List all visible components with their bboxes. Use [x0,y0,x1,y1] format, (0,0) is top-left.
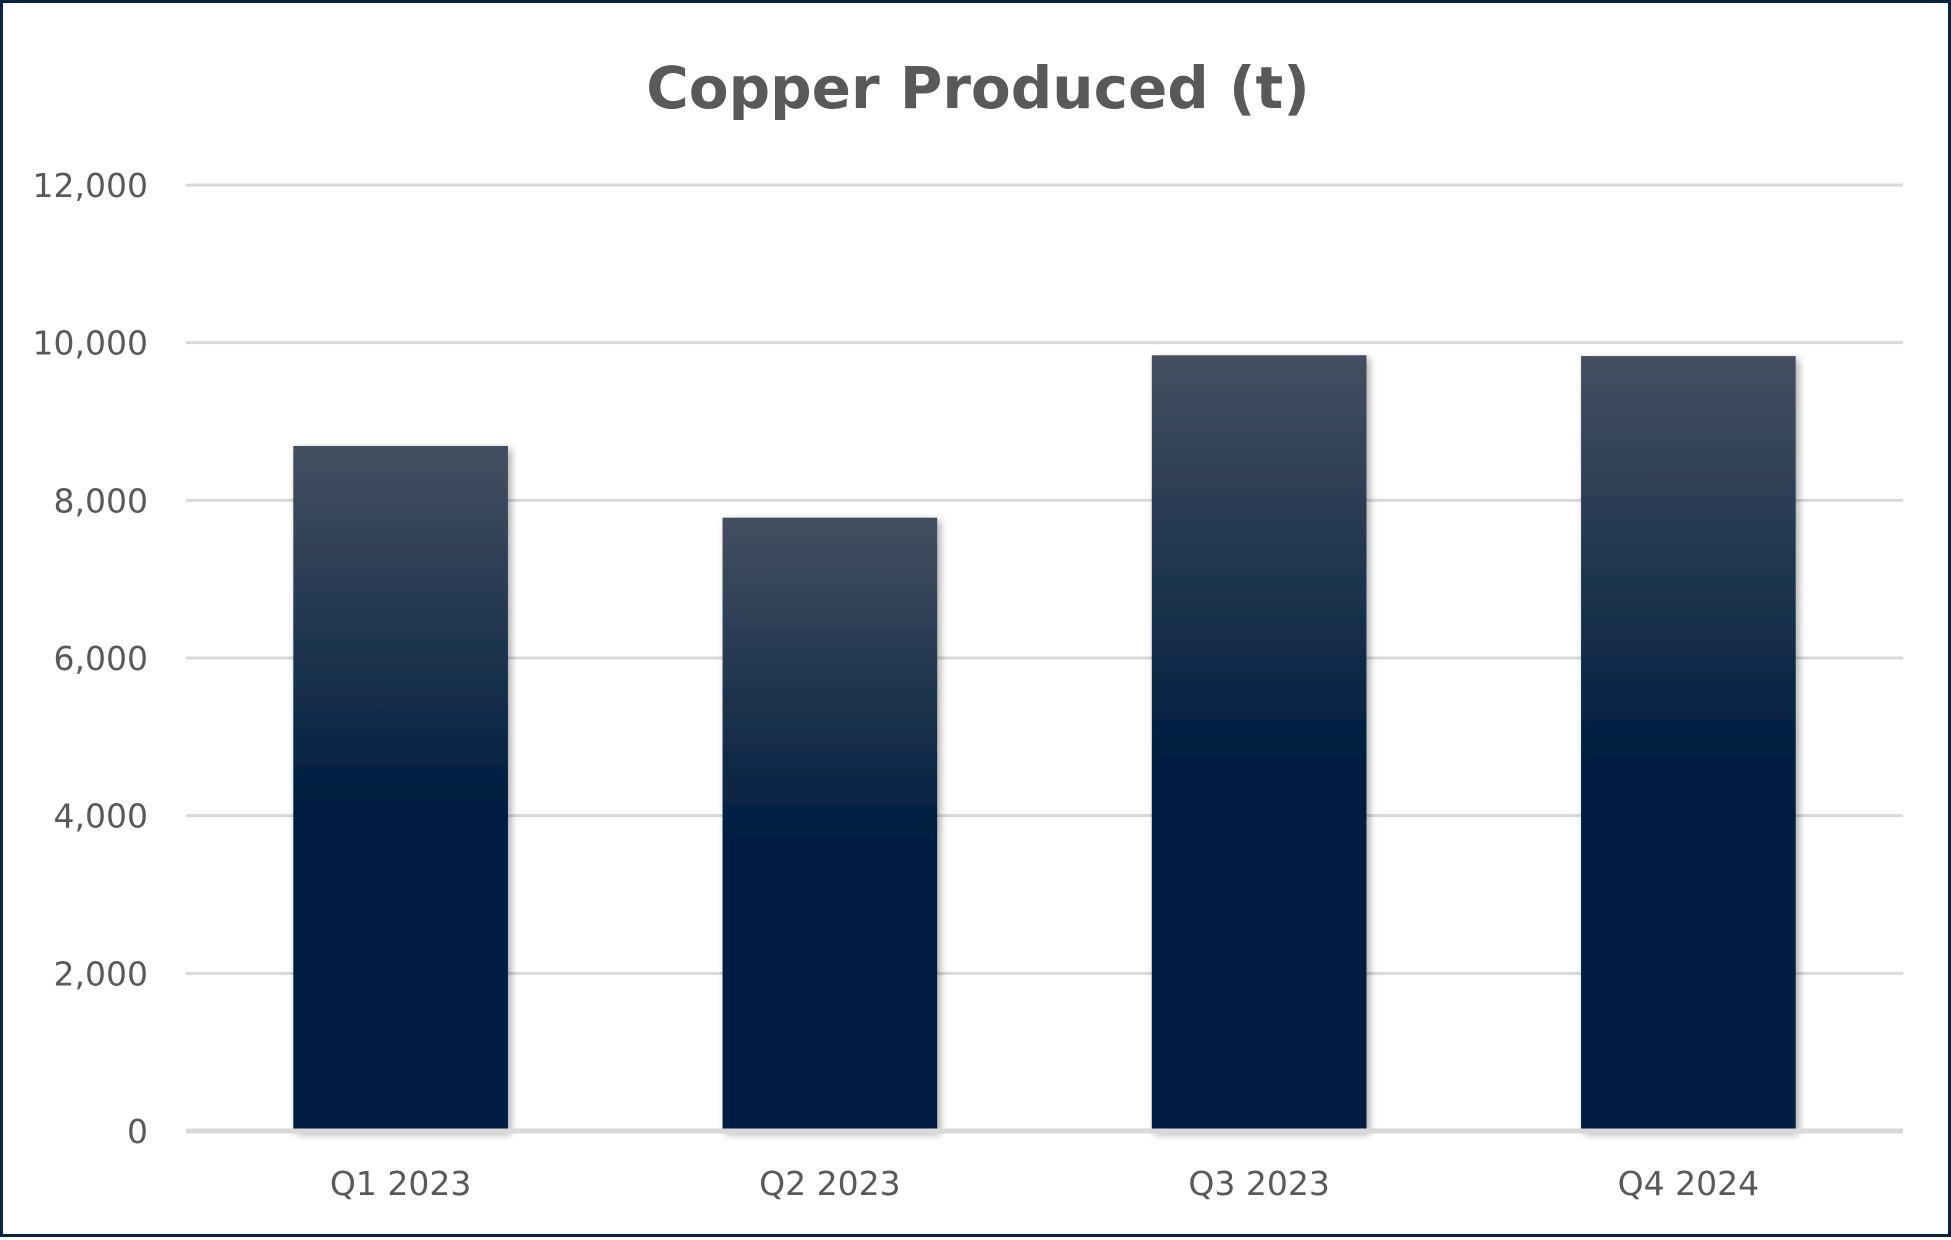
y-tick-label: 2,000 [54,954,148,993]
x-tick-label: Q4 2024 [1618,1164,1759,1203]
bar-chart: Copper Produced (t) 0 2,000 4,000 6,000 8,00… [33,54,1903,1203]
chart-title: Copper Produced (t) [646,54,1310,122]
y-tick-label: 8,000 [54,481,148,520]
bar [293,445,508,1131]
y-tick-label: 6,000 [54,639,148,678]
y-axis-tick-labels: 0 2,000 4,000 6,000 8,000 10,000 12,000 [33,166,148,1151]
y-tick-label: 4,000 [54,797,148,836]
y-tick-label: 12,000 [33,166,148,205]
y-tick-label: 10,000 [33,324,148,363]
x-tick-label: Q3 2023 [1188,1164,1329,1203]
bar [1581,356,1796,1131]
x-tick-label: Q2 2023 [759,1164,900,1203]
x-axis-tick-labels: Q1 2023 Q2 2023 Q3 2023 Q4 2024 [330,1164,1759,1203]
x-tick-label: Q1 2023 [330,1164,471,1203]
bar [722,517,938,1131]
y-tick-label: 0 [127,1112,148,1151]
bar [1151,355,1367,1131]
bars [293,355,1796,1131]
